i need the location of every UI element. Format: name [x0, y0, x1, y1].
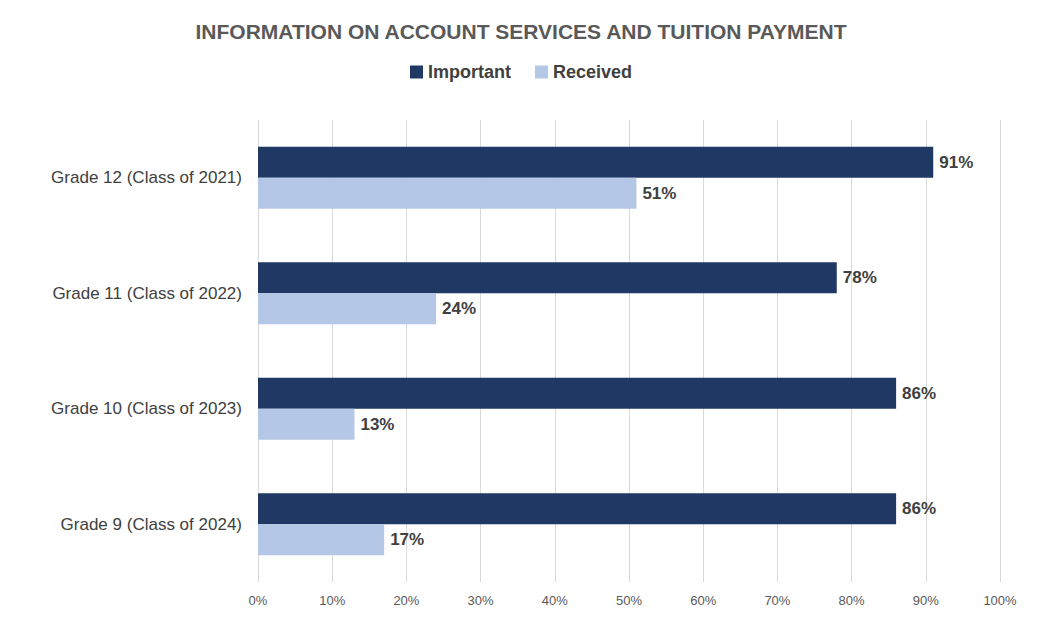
svg-text:91%: 91%: [939, 153, 973, 172]
svg-text:60%: 60%: [690, 593, 716, 608]
svg-text:0%: 0%: [249, 593, 268, 608]
svg-text:86%: 86%: [902, 384, 936, 403]
svg-text:Grade 12 (Class of 2021): Grade 12 (Class of 2021): [51, 168, 242, 187]
svg-text:24%: 24%: [442, 299, 476, 318]
svg-text:17%: 17%: [390, 530, 424, 549]
svg-text:30%: 30%: [468, 593, 494, 608]
svg-text:50%: 50%: [616, 593, 642, 608]
svg-text:13%: 13%: [360, 415, 394, 434]
svg-text:Grade 11 (Class of 2022): Grade 11 (Class of 2022): [52, 284, 242, 303]
svg-text:100%: 100%: [983, 593, 1017, 608]
svg-text:Grade 10 (Class of 2023): Grade 10 (Class of 2023): [51, 399, 242, 418]
svg-text:51%: 51%: [642, 184, 676, 203]
svg-text:INFORMATION ON ACCOUNT SERVICE: INFORMATION ON ACCOUNT SERVICES AND TUIT…: [195, 20, 846, 43]
svg-text:78%: 78%: [843, 268, 877, 287]
svg-text:20%: 20%: [393, 593, 419, 608]
svg-text:40%: 40%: [542, 593, 568, 608]
svg-text:86%: 86%: [902, 499, 936, 518]
svg-text:Received: Received: [553, 62, 632, 82]
svg-text:Grade 9 (Class of 2024): Grade 9 (Class of 2024): [61, 515, 242, 534]
svg-text:Important: Important: [428, 62, 511, 82]
svg-text:10%: 10%: [319, 593, 345, 608]
svg-text:70%: 70%: [764, 593, 790, 608]
svg-text:90%: 90%: [913, 593, 939, 608]
svg-text:80%: 80%: [839, 593, 865, 608]
